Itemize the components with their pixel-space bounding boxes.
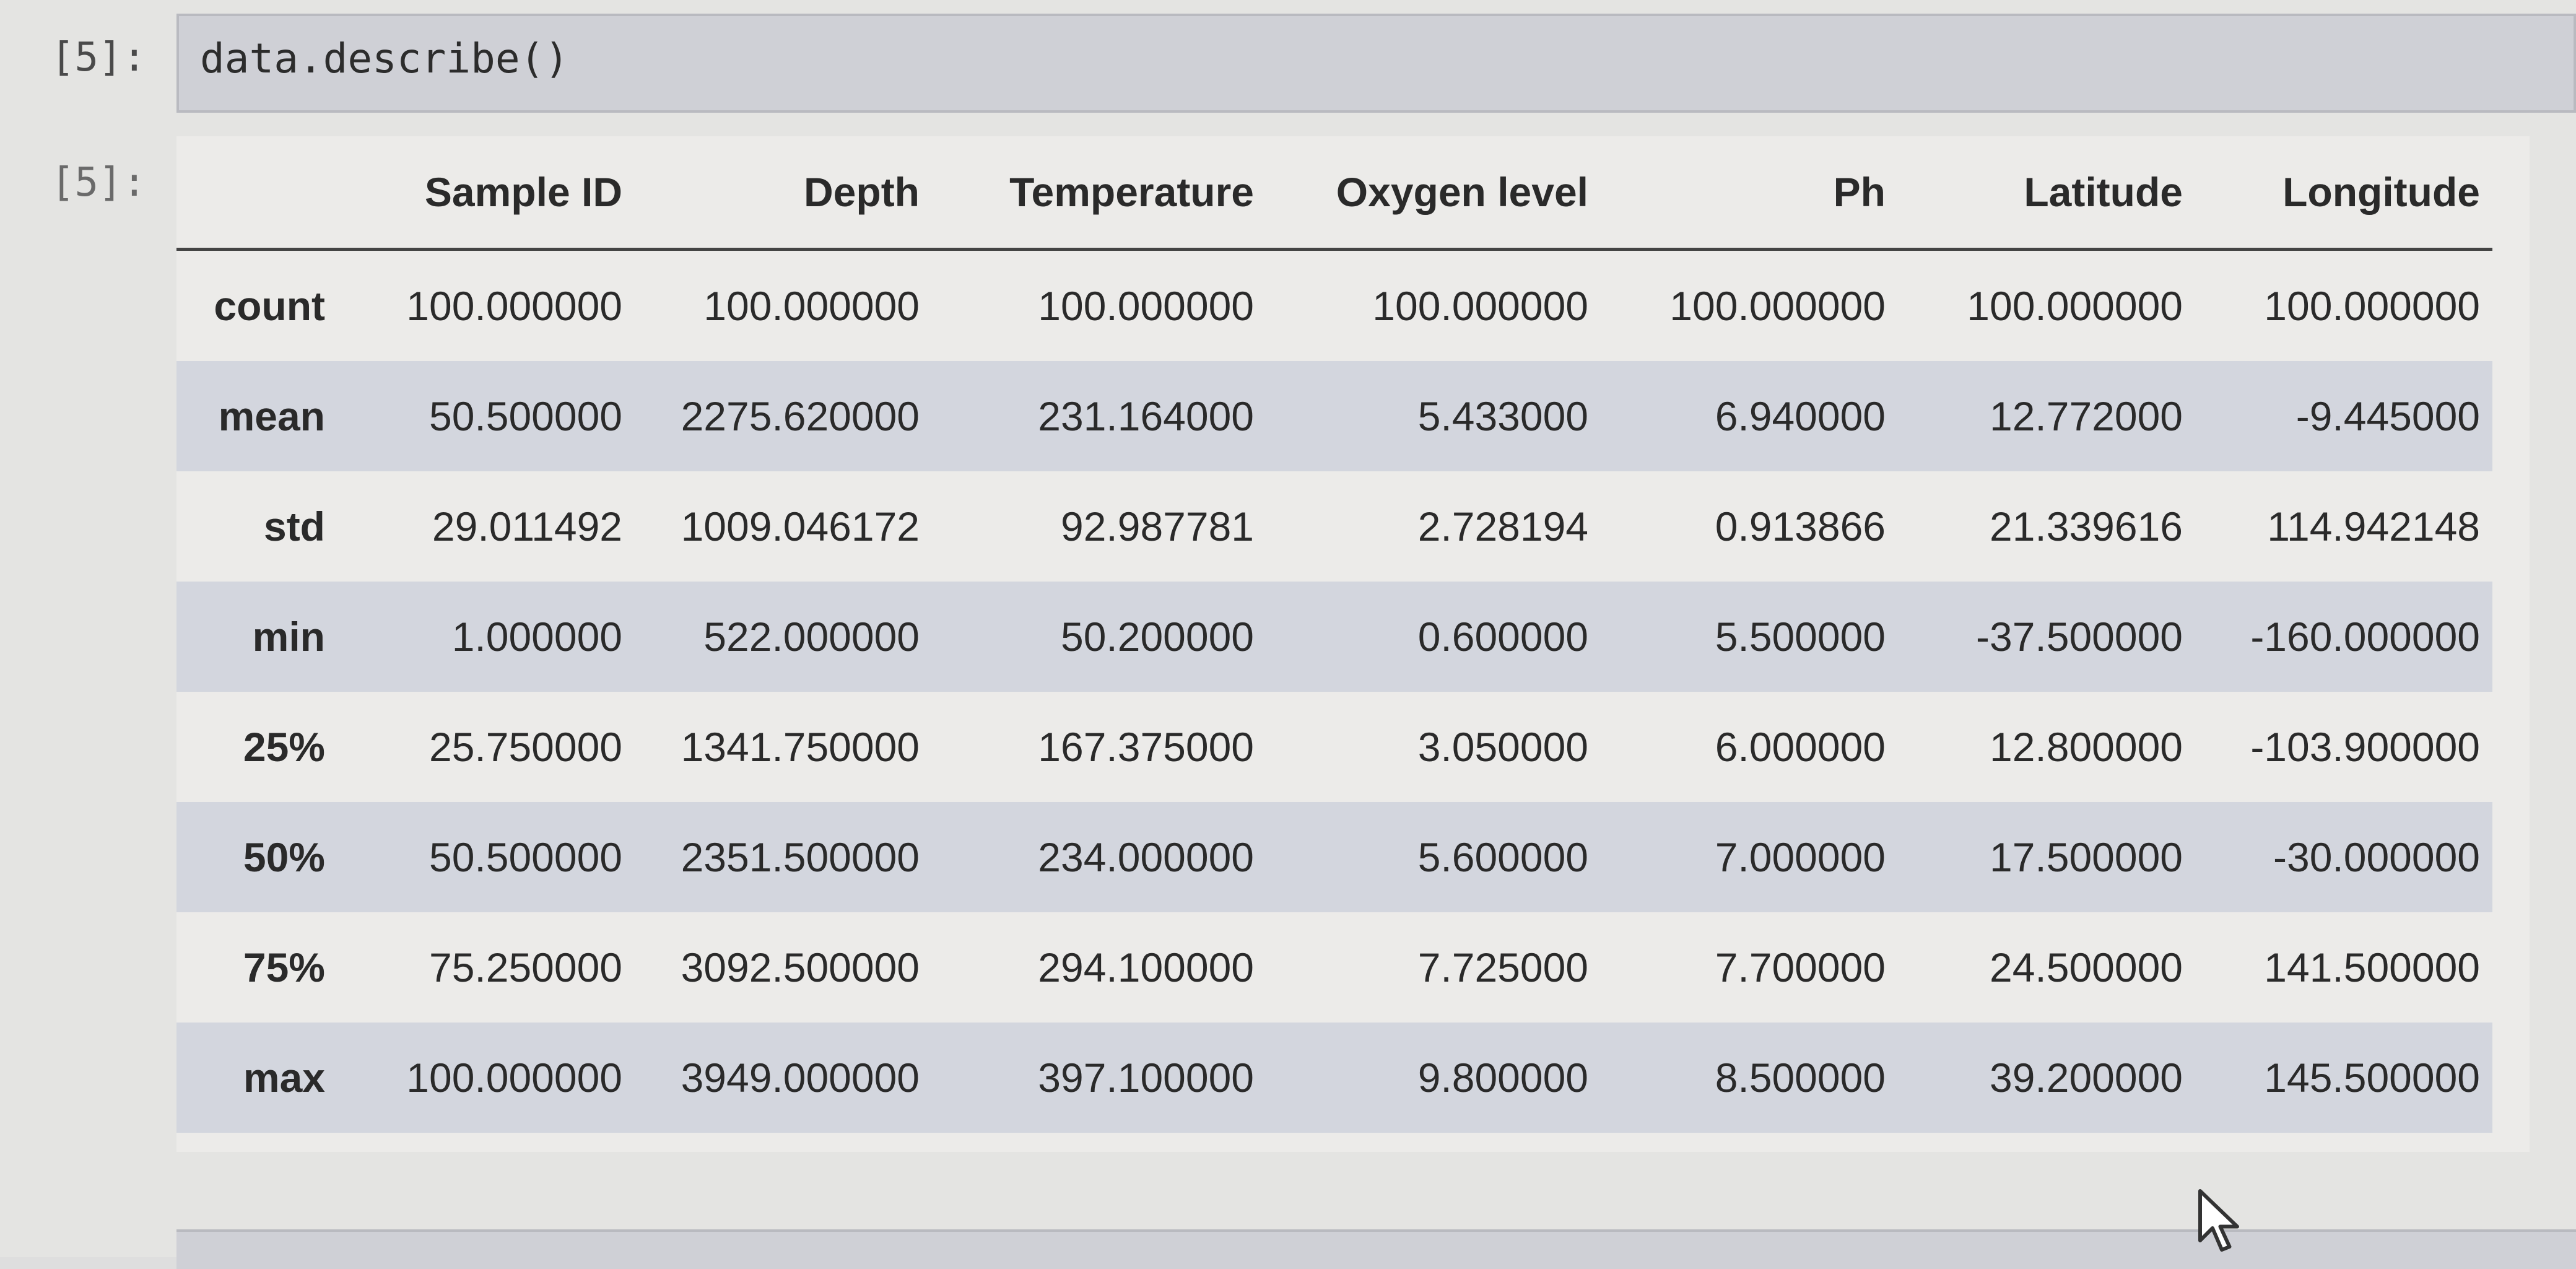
table-cell: 114.942148 (2195, 471, 2492, 582)
table-cell: 6.940000 (1601, 361, 1898, 471)
table-header-row: Sample ID Depth Temperature Oxygen level… (176, 136, 2492, 251)
table-cell: 7.700000 (1601, 912, 1898, 1023)
table-cell: 100.000000 (1266, 249, 1601, 361)
table-cell: 100.000000 (635, 249, 932, 361)
table-cell: 8.500000 (1601, 1023, 1898, 1133)
table-row: 25% 25.750000 1341.750000 167.375000 3.0… (176, 692, 2492, 802)
table-cell: 522.000000 (635, 582, 932, 692)
header-index (176, 136, 337, 251)
table-cell: 141.500000 (2195, 912, 2492, 1023)
table-cell: 231.164000 (932, 361, 1266, 471)
table-cell: 100.000000 (1898, 249, 2195, 361)
row-label: 75% (176, 912, 337, 1023)
table-cell: 24.500000 (1898, 912, 2195, 1023)
table-cell: 397.100000 (932, 1023, 1266, 1133)
header-longitude: Longitude (2195, 136, 2492, 251)
header-sample-id: Sample ID (337, 136, 635, 251)
code-input-cell[interactable]: data.describe() (176, 14, 2576, 113)
table-cell: 12.800000 (1898, 692, 2195, 802)
table-cell: 100.000000 (932, 249, 1266, 361)
table-cell: 5.600000 (1266, 802, 1601, 912)
output-prompt: [5]: (51, 160, 147, 206)
header-depth: Depth (635, 136, 932, 251)
table-row: min 1.000000 522.000000 50.200000 0.6000… (176, 582, 2492, 692)
table-row: count 100.000000 100.000000 100.000000 1… (176, 249, 2492, 361)
table-cell: 29.011492 (337, 471, 635, 582)
table-cell: 100.000000 (2195, 249, 2492, 361)
table-cell: 2.728194 (1266, 471, 1601, 582)
table-cell: 2351.500000 (635, 802, 932, 912)
table-row: 75% 75.250000 3092.500000 294.100000 7.7… (176, 912, 2492, 1023)
mouse-pointer-icon (2198, 1189, 2239, 1252)
table-row: std 29.011492 1009.046172 92.987781 2.72… (176, 471, 2492, 582)
table-cell: -9.445000 (2195, 361, 2492, 471)
header-ph: Ph (1601, 136, 1898, 251)
table-cell: 25.750000 (337, 692, 635, 802)
row-label: count (176, 249, 337, 361)
table-cell: 39.200000 (1898, 1023, 2195, 1133)
table-cell: 12.772000 (1898, 361, 2195, 471)
table-cell: 50.200000 (932, 582, 1266, 692)
table-cell: 0.913866 (1601, 471, 1898, 582)
table-cell: 234.000000 (932, 802, 1266, 912)
table-cell: 2275.620000 (635, 361, 932, 471)
table-cell: 1009.046172 (635, 471, 932, 582)
row-label: min (176, 582, 337, 692)
table-cell: 100.000000 (337, 1023, 635, 1133)
table-cell: 75.250000 (337, 912, 635, 1023)
table-cell: -160.000000 (2195, 582, 2492, 692)
header-temperature: Temperature (932, 136, 1266, 251)
table-cell: 3949.000000 (635, 1023, 932, 1133)
table-cell: 3092.500000 (635, 912, 932, 1023)
input-prompt: [5]: (51, 35, 147, 81)
table-cell: 145.500000 (2195, 1023, 2492, 1133)
table-cell: 5.500000 (1601, 582, 1898, 692)
table-cell: -30.000000 (2195, 802, 2492, 912)
table-cell: 6.000000 (1601, 692, 1898, 802)
header-oxygen-level: Oxygen level (1266, 136, 1601, 251)
table-row: mean 50.500000 2275.620000 231.164000 5.… (176, 361, 2492, 471)
code-text[interactable]: data.describe() (200, 35, 570, 82)
table-cell: 17.500000 (1898, 802, 2195, 912)
table-cell: 92.987781 (932, 471, 1266, 582)
table-cell: 167.375000 (932, 692, 1266, 802)
row-label: 25% (176, 692, 337, 802)
table-cell: 0.600000 (1266, 582, 1601, 692)
table-cell: 9.800000 (1266, 1023, 1601, 1133)
table-cell: 7.725000 (1266, 912, 1601, 1023)
table-cell: 100.000000 (337, 249, 635, 361)
table-cell: 294.100000 (932, 912, 1266, 1023)
table-cell: 7.000000 (1601, 802, 1898, 912)
row-label: max (176, 1023, 337, 1133)
describe-table: Sample ID Depth Temperature Oxygen level… (176, 136, 2492, 1133)
table-cell: 5.433000 (1266, 361, 1601, 471)
table-cell: 1341.750000 (635, 692, 932, 802)
output-area: Sample ID Depth Temperature Oxygen level… (176, 136, 2530, 1152)
table-cell: 3.050000 (1266, 692, 1601, 802)
table-cell: -37.500000 (1898, 582, 2195, 692)
table-cell: 100.000000 (1601, 249, 1898, 361)
table-cell: 50.500000 (337, 802, 635, 912)
table-cell: 21.339616 (1898, 471, 2195, 582)
header-latitude: Latitude (1898, 136, 2195, 251)
table-cell: -103.900000 (2195, 692, 2492, 802)
row-label: mean (176, 361, 337, 471)
row-label: 50% (176, 802, 337, 912)
table-row: 50% 50.500000 2351.500000 234.000000 5.6… (176, 802, 2492, 912)
table-cell: 1.000000 (337, 582, 635, 692)
table-row: max 100.000000 3949.000000 397.100000 9.… (176, 1023, 2492, 1133)
table-cell: 50.500000 (337, 361, 635, 471)
row-label: std (176, 471, 337, 582)
